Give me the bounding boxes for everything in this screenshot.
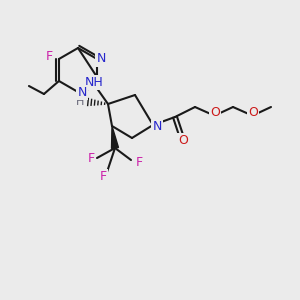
Text: N: N: [77, 85, 87, 98]
Text: O: O: [248, 106, 258, 119]
Polygon shape: [112, 126, 118, 148]
Text: F: F: [45, 50, 52, 62]
Text: NH: NH: [85, 76, 104, 88]
Text: F: F: [99, 169, 106, 182]
Text: F: F: [135, 155, 142, 169]
Text: N: N: [152, 121, 162, 134]
Text: F: F: [87, 152, 94, 164]
Text: H: H: [76, 97, 84, 107]
Text: O: O: [178, 134, 188, 146]
Text: O: O: [210, 106, 220, 119]
Text: N: N: [96, 52, 106, 65]
